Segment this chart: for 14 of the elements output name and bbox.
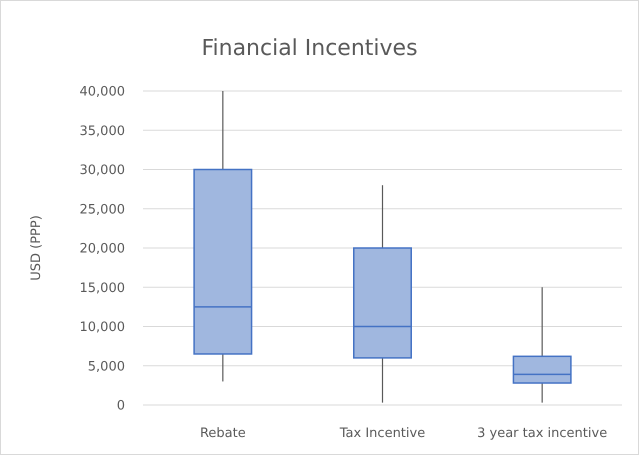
x-tick-label: Tax Incentive bbox=[338, 426, 426, 441]
y-tick-label: 15,000 bbox=[80, 280, 125, 296]
x-tick-label: 3 year tax incentive bbox=[477, 426, 608, 441]
y-axis-title: USD (PPP) bbox=[29, 215, 44, 281]
x-tick-label: Rebate bbox=[200, 426, 246, 441]
y-tick-label: 25,000 bbox=[80, 202, 125, 218]
y-tick-label: 0 bbox=[116, 398, 125, 414]
y-tick-label: 10,000 bbox=[80, 320, 125, 336]
y-tick-label: 5,000 bbox=[88, 359, 125, 374]
chart-title: Financial Incentives bbox=[201, 36, 418, 61]
y-tick-label: 30,000 bbox=[80, 163, 125, 178]
y-tick-label: 40,000 bbox=[80, 84, 125, 100]
y-tick-label: 35,000 bbox=[80, 124, 125, 139]
y-tick-label: 20,000 bbox=[80, 242, 125, 257]
